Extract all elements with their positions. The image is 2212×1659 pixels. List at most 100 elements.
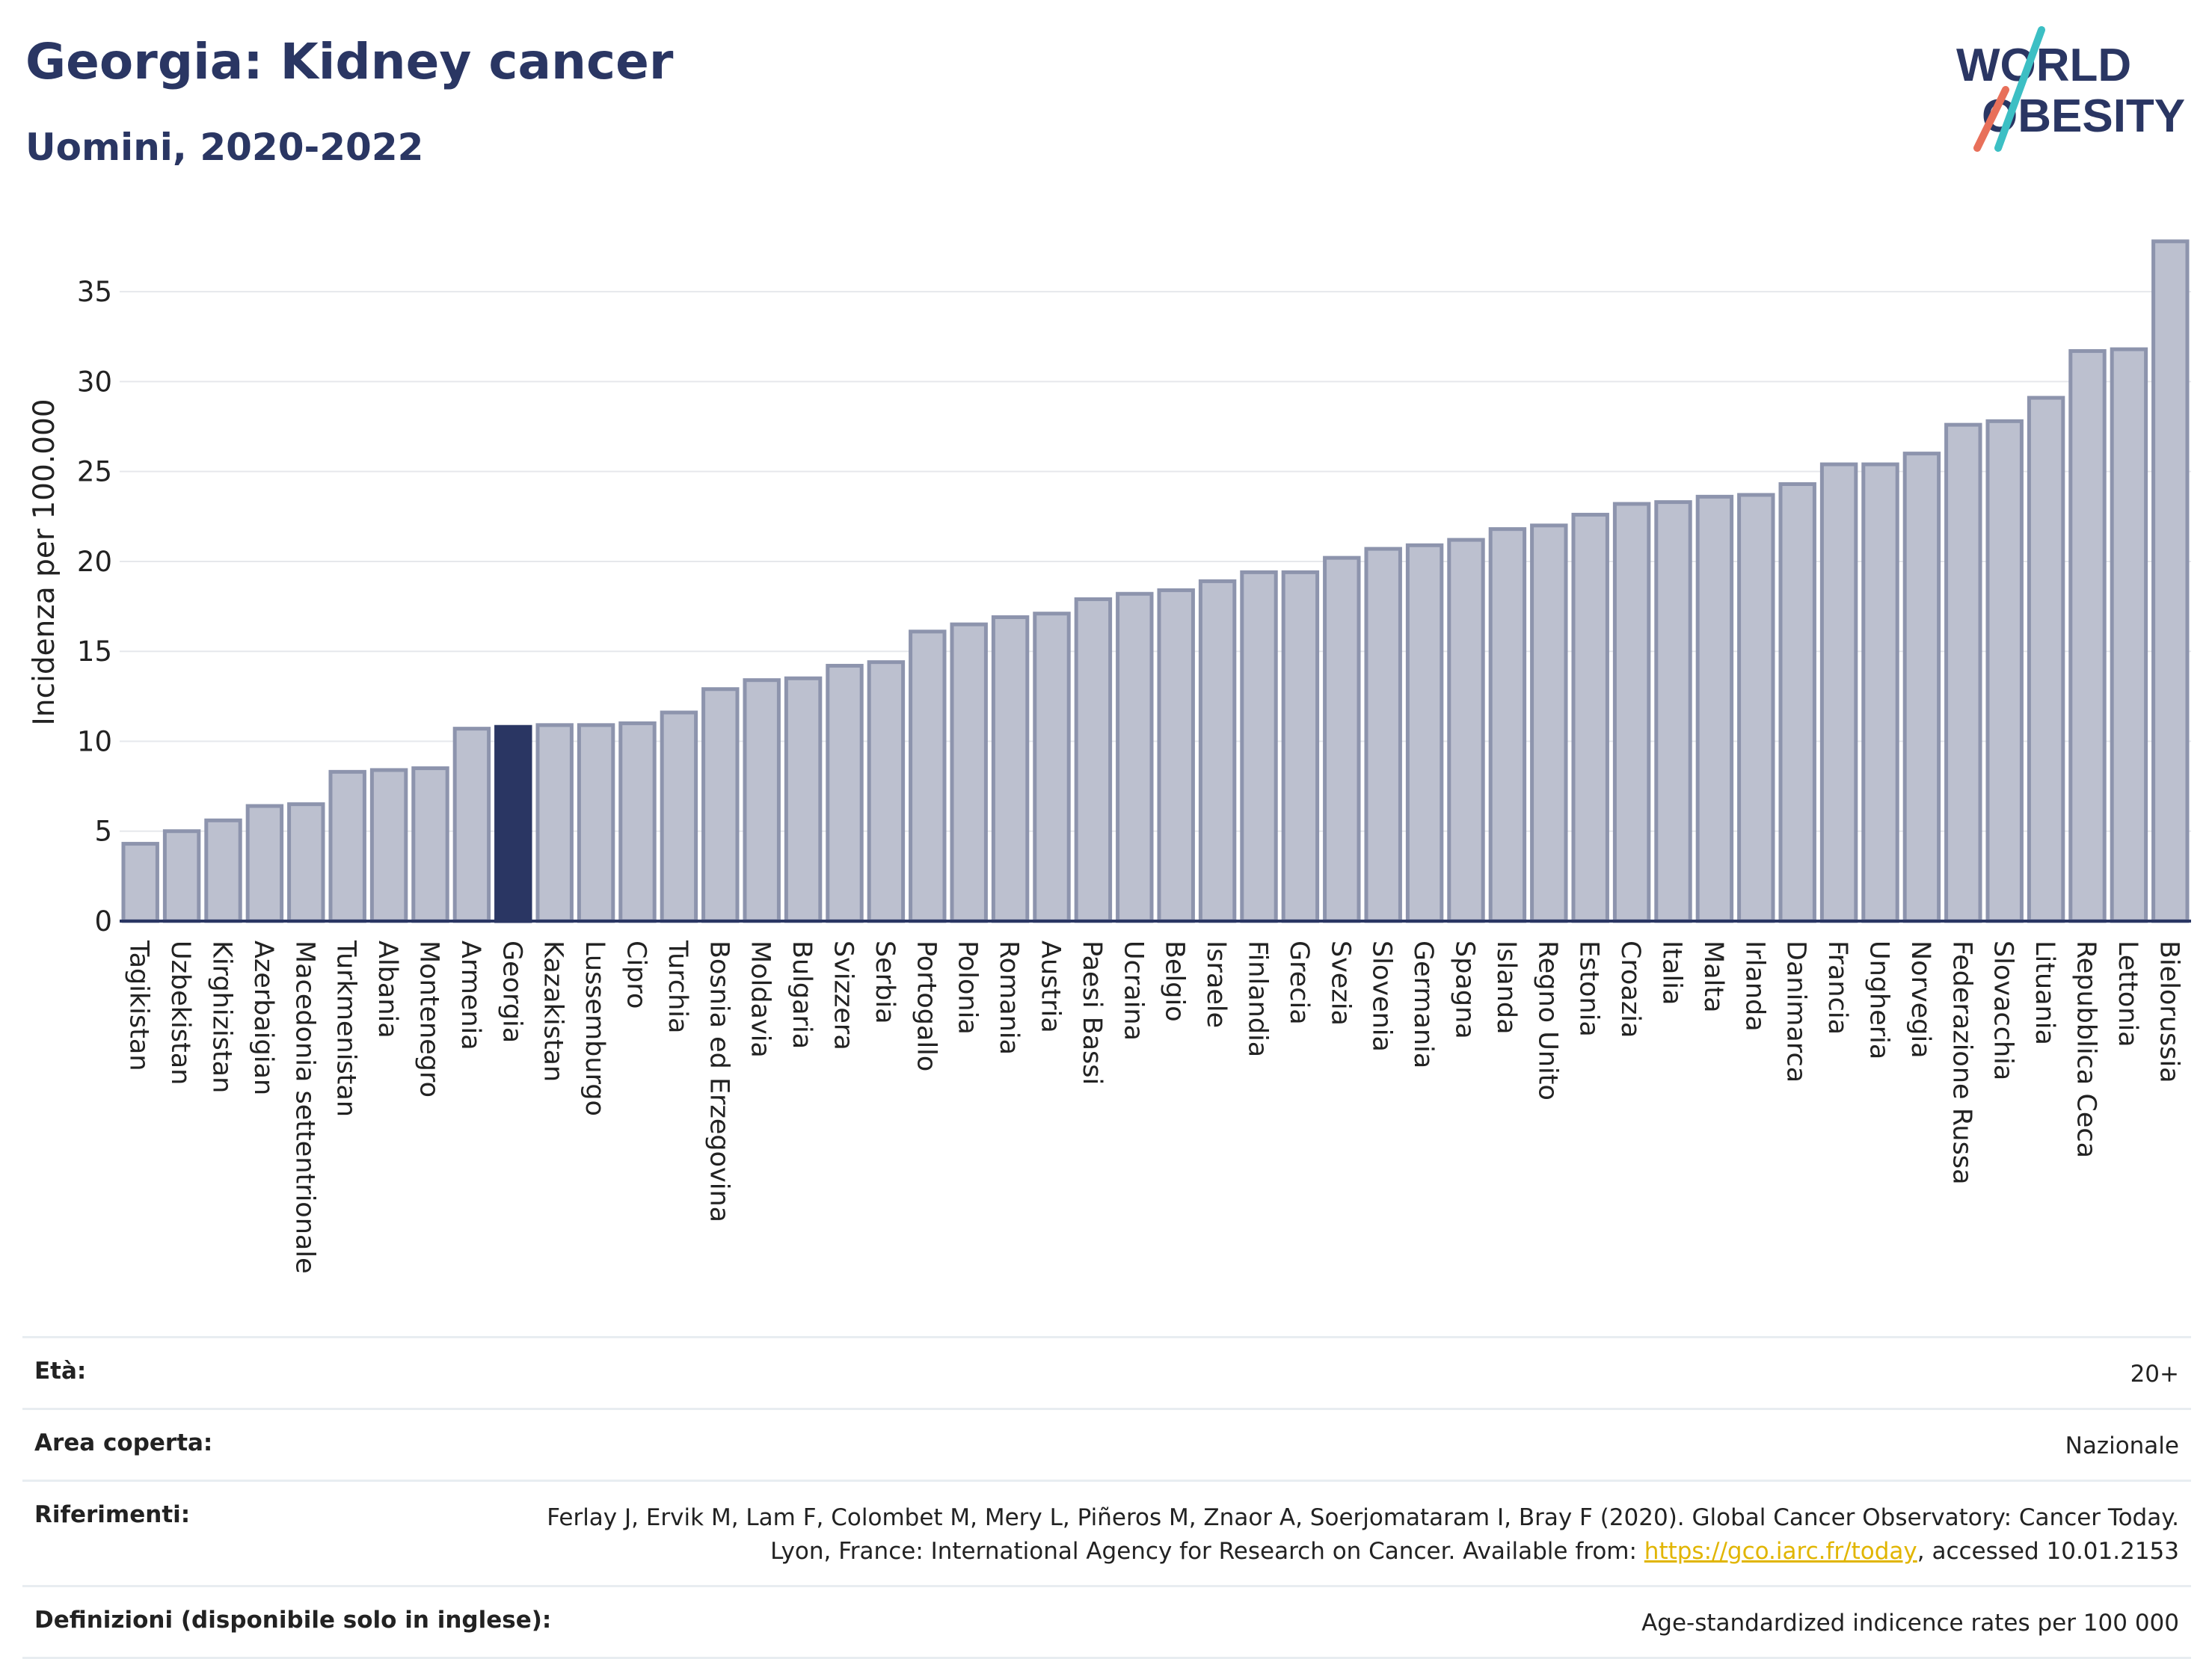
bar-norvegia: [1902, 452, 1941, 923]
bar-turkmenistan: [328, 769, 366, 923]
bar-polonia: [950, 622, 988, 923]
x-tick-label: Norvegia: [1905, 941, 1935, 1059]
bar-ungheria: [1861, 462, 1899, 923]
bar-serbia: [867, 660, 906, 923]
info-value: Ferlay J, Ervik M, Lam F, Colombet M, Me…: [534, 1501, 2179, 1569]
x-tick-label: Turkmenistan: [331, 940, 361, 1117]
y-axis-label: Incidenza per 100.000: [28, 398, 61, 725]
x-tick-label: Albania: [372, 941, 402, 1038]
bar-paesi-bassi: [1074, 597, 1113, 923]
x-tick-label: Cipro: [621, 941, 651, 1009]
axes: 0 5 10 15 20 25 30 35 Tagikistan Uzbekistan Kirghi…: [77, 276, 2191, 1274]
y-tick-label: 10: [77, 725, 112, 757]
x-tick-label: Germania: [1408, 941, 1438, 1068]
y-tick-label: 0: [94, 905, 112, 938]
info-row-references: Riferimenti: Ferlay J, Ervik M, Lam F, C…: [22, 1479, 2191, 1585]
y-tick-label: 15: [77, 635, 112, 668]
bar-uzbekistan: [162, 829, 201, 923]
x-tick-label: Svezia: [1325, 941, 1355, 1026]
x-tick-label: Bielorussia: [2154, 941, 2184, 1083]
bars: [121, 239, 2190, 923]
bar-kirghizistan: [204, 818, 242, 923]
x-tick-label: Islanda: [1491, 941, 1521, 1035]
x-tick-label: Romania: [994, 941, 1024, 1055]
x-tick-label: Kirghizistan: [207, 941, 237, 1093]
bar-bielorussia: [2151, 239, 2190, 923]
x-tick-label: Paesi Bassi: [1077, 941, 1107, 1085]
x-tick-label: Montenegro: [414, 941, 444, 1098]
bar-macedonia-settentrionale: [287, 802, 325, 923]
info-table: Età: 20+ Area coperta: Nazionale Riferim…: [22, 1336, 2191, 1659]
x-tick-label: Francia: [1822, 941, 1852, 1035]
bar-armenia: [452, 727, 491, 923]
x-tick-label: Malta: [1698, 941, 1728, 1013]
y-tick-label: 25: [77, 456, 112, 488]
info-row-age: Età: 20+: [22, 1336, 2191, 1408]
x-tick-label: Italia: [1657, 941, 1687, 1005]
x-tick-label: Kazakistan: [538, 941, 568, 1082]
x-tick-label: Austria: [1036, 941, 1066, 1033]
x-tick-label: Moldavia: [746, 941, 775, 1058]
info-row-definitions: Definizioni (disponibile solo in inglese…: [22, 1584, 2191, 1659]
bar-lettonia: [2110, 347, 2148, 923]
x-tick-label: Slovenia: [1367, 941, 1397, 1052]
bar-cipro: [618, 721, 657, 923]
bar-moldavia: [743, 678, 781, 923]
x-tick-label: Lituania: [2030, 941, 2059, 1045]
x-tick-label: Estonia: [1574, 941, 1604, 1037]
bar-svizzera: [826, 663, 864, 923]
x-tick-label: Bosnia ed Erzegovina: [704, 941, 734, 1222]
info-label: Area coperta:: [34, 1429, 213, 1456]
bar-estonia: [1571, 512, 1609, 923]
bar-islanda: [1488, 527, 1527, 923]
bar-croazia: [1612, 502, 1651, 923]
bar-finlandia: [1240, 570, 1278, 923]
bar-germania: [1405, 543, 1444, 923]
x-tick-label: Lettonia: [2113, 941, 2142, 1047]
y-tick-label: 5: [94, 816, 112, 848]
bar-slovenia: [1364, 547, 1402, 923]
bar-slovacchia: [1985, 419, 2024, 923]
x-tick-label: Danimarca: [1781, 941, 1811, 1083]
x-tick-label: Spagna: [1450, 941, 1480, 1039]
x-tick-label: Ungheria: [1864, 941, 1894, 1059]
bar-repubblica-ceca: [2068, 349, 2107, 923]
bar-danimarca: [1778, 482, 1816, 923]
bar-lituania: [2027, 395, 2065, 923]
x-tick-label: Belgio: [1160, 941, 1190, 1022]
x-tick-label: Macedonia settentrionale: [289, 941, 319, 1274]
bar-bulgaria: [784, 676, 823, 923]
x-tick-label: Georgia: [497, 941, 526, 1043]
bar-francia: [1819, 462, 1858, 923]
x-tick-label: Federazione Russa: [1947, 941, 1976, 1185]
bar-kazakistan: [535, 723, 574, 923]
x-tick-label: Croazia: [1615, 941, 1645, 1038]
x-tick-label: Polonia: [953, 941, 983, 1035]
bar-ucraina: [1116, 591, 1154, 923]
x-tick-label: Serbia: [870, 941, 900, 1024]
x-tick-label: Irlanda: [1739, 941, 1769, 1032]
logo-slash-top: [1994, 26, 2045, 152]
x-tick-label: Finlandia: [1243, 941, 1273, 1057]
x-tick-label: Armenia: [455, 941, 485, 1050]
bar-regno-unito: [1530, 523, 1568, 923]
x-tick-label: Azerbaigian: [248, 941, 278, 1095]
bar-malta: [1695, 494, 1734, 923]
bar-georgia: [494, 724, 532, 923]
bar-bosnia-ed-erzegovina: [701, 687, 740, 923]
y-tick-label: 35: [77, 276, 112, 308]
bar-turchia: [660, 710, 698, 923]
bar-azerbaigian: [245, 804, 284, 923]
bar-austria: [1033, 612, 1071, 923]
bar-lussemburgo: [577, 723, 615, 923]
x-tick-label: Repubblica Ceca: [2071, 941, 2101, 1158]
reference-link[interactable]: https://gco.iarc.fr/today: [1644, 1537, 1917, 1565]
bar-federazione-russa: [1944, 422, 1982, 923]
x-tick-label: Grecia: [1284, 941, 1314, 1025]
info-value: Age-standardized indicence rates per 100…: [1641, 1609, 2179, 1637]
bar-romania: [991, 615, 1030, 923]
bar-tagikistan: [121, 842, 159, 923]
bar-albania: [369, 768, 408, 923]
bar-spagna: [1447, 538, 1485, 923]
y-tick-label: 20: [77, 546, 112, 578]
